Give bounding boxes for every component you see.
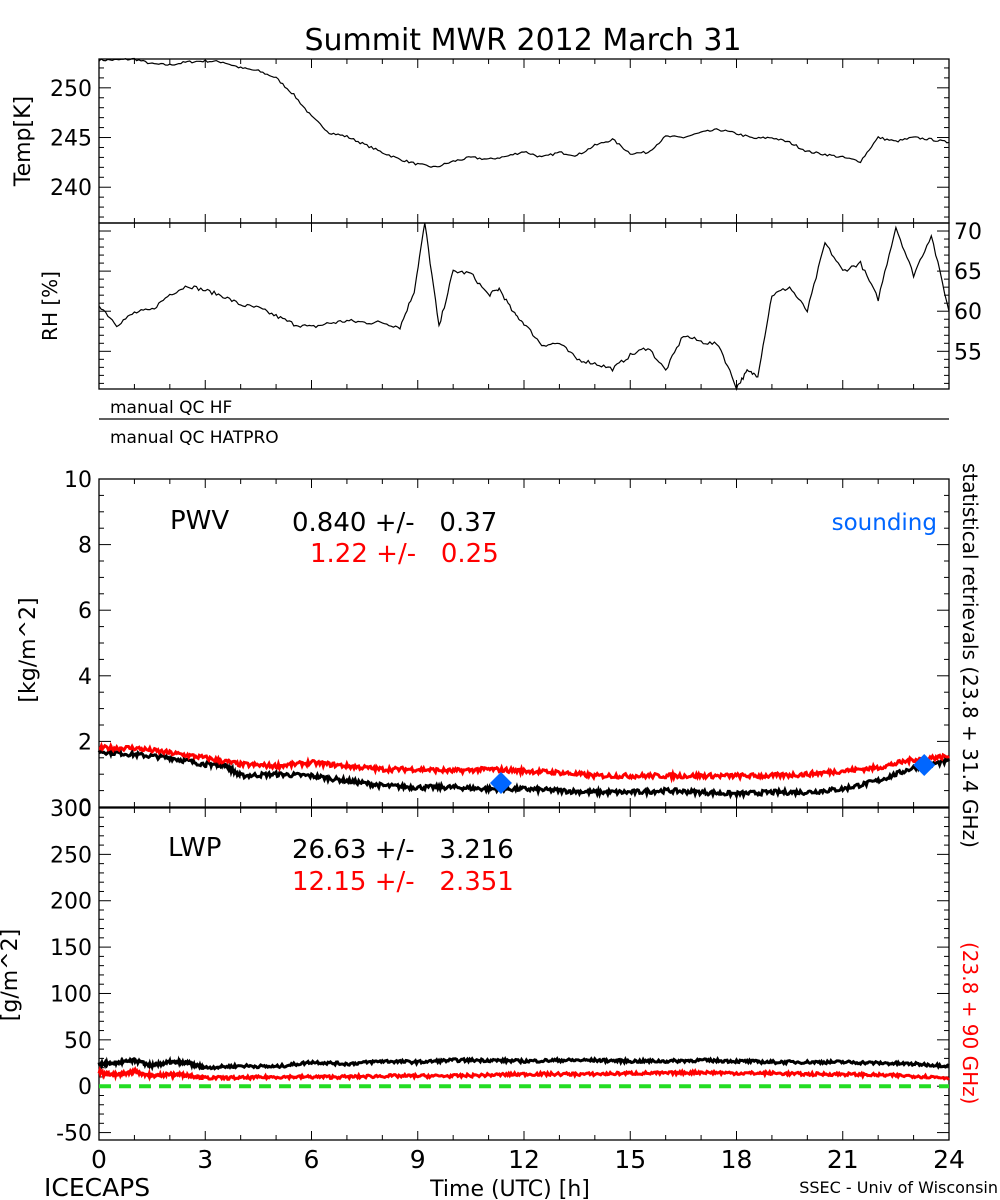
x-tick-label: 24: [933, 1145, 965, 1174]
rh-ylabel: RH [%]: [38, 271, 62, 341]
pwv-secondary-stat: 1.22 +/- 0.25: [310, 539, 499, 569]
pwv-ytick-label: 2: [78, 730, 92, 755]
pwv-ytick-label: 8: [78, 534, 92, 559]
temp-ytick-label: 250: [50, 77, 92, 102]
x-tick-label: 9: [410, 1145, 426, 1174]
lwp-ytick-label: 300: [50, 797, 92, 822]
x-tick-label: 21: [827, 1145, 859, 1174]
temp-ytick-label: 240: [50, 176, 92, 201]
x-tick-label: 6: [304, 1145, 320, 1174]
footer-left: ICECAPS: [44, 1173, 150, 1200]
pwv-primary-stat: 0.840 +/- 0.37: [292, 508, 497, 538]
pwv-ytick-label: 10: [64, 468, 92, 493]
rh-ytick-label: 55: [954, 340, 982, 365]
temp-ylabel: Temp[K]: [11, 96, 36, 187]
pwv-series-primary: [97, 745, 951, 800]
pwv-sounding-point: [913, 754, 936, 777]
rh-ytick-label: 65: [954, 260, 982, 285]
x-tick-label: 0: [91, 1145, 107, 1174]
x-tick-labels: 0 3 6 9 12 15 18 21 24: [91, 1145, 965, 1174]
lwp-ylabel: [g/m^2]: [0, 929, 23, 1021]
lwp-ytick-label: 150: [50, 936, 92, 961]
x-tick-label: 3: [197, 1145, 213, 1174]
x-tick-label: 12: [508, 1145, 540, 1174]
pwv-ytick-label: 6: [78, 599, 92, 624]
x-tick-label: 15: [614, 1145, 646, 1174]
sounding-legend: sounding: [832, 510, 937, 536]
temp-ytick-label: 245: [50, 127, 92, 152]
lwp-ytick-label: 0: [78, 1075, 92, 1100]
x-tick-label: 18: [721, 1145, 753, 1174]
temp-series-primary: [98, 57, 950, 168]
pwv-series-secondary: [98, 741, 950, 784]
lwp-panel-frame: [98, 807, 950, 1141]
lwp-secondary-stat: 12.15 +/- 2.351: [292, 867, 514, 897]
lwp-ytick-label: 100: [50, 982, 92, 1007]
pwv-ytick-label: 4: [78, 665, 92, 690]
panel-frames: 240 245 250 55 60 65 70 0 2 4 6 8 10 -50 0 50 100 150 200 2…: [50, 58, 982, 1147]
right-label-primary: statistical retrievals (23.8 + 31.4 GHz): [958, 463, 982, 848]
lwp-ytick-label: 200: [50, 890, 92, 915]
pwv-ytick-label: 0: [78, 796, 92, 821]
footer-right: SSEC - Univ of Wisconsin: [799, 1178, 998, 1197]
rh-panel-frame: [98, 222, 950, 390]
rh-ytick-label: 70: [954, 220, 982, 245]
lwp-ytick-label: 50: [64, 1029, 92, 1054]
pwv-label: PWV: [170, 506, 229, 536]
lwp-ytick-label: -50: [56, 1122, 92, 1147]
right-label-secondary: (23.8 + 90 GHz): [958, 942, 982, 1104]
rh-series-primary: [98, 222, 950, 391]
lwp-primary-stat: 26.63 +/- 3.216: [292, 835, 514, 865]
lwp-label: LWP: [168, 833, 222, 863]
qc-hatpro-label: manual QC HATPRO: [110, 428, 279, 448]
qc-hf-label: manual QC HF: [110, 398, 232, 418]
temp-panel-frame: [98, 58, 950, 224]
lwp-ytick-label: 250: [50, 843, 92, 868]
pwv-ylabel: [kg/m^2]: [16, 597, 41, 702]
data-marks: [97, 57, 951, 1089]
chart-title: Summit MWR 2012 March 31: [304, 23, 741, 58]
rh-ytick-label: 60: [954, 300, 982, 325]
x-axis-label: Time (UTC) [h]: [429, 1177, 590, 1200]
lwp-series-secondary: [97, 1065, 950, 1082]
pwv-sounding-point: [489, 772, 512, 795]
lwp-series-primary: [97, 1055, 950, 1072]
